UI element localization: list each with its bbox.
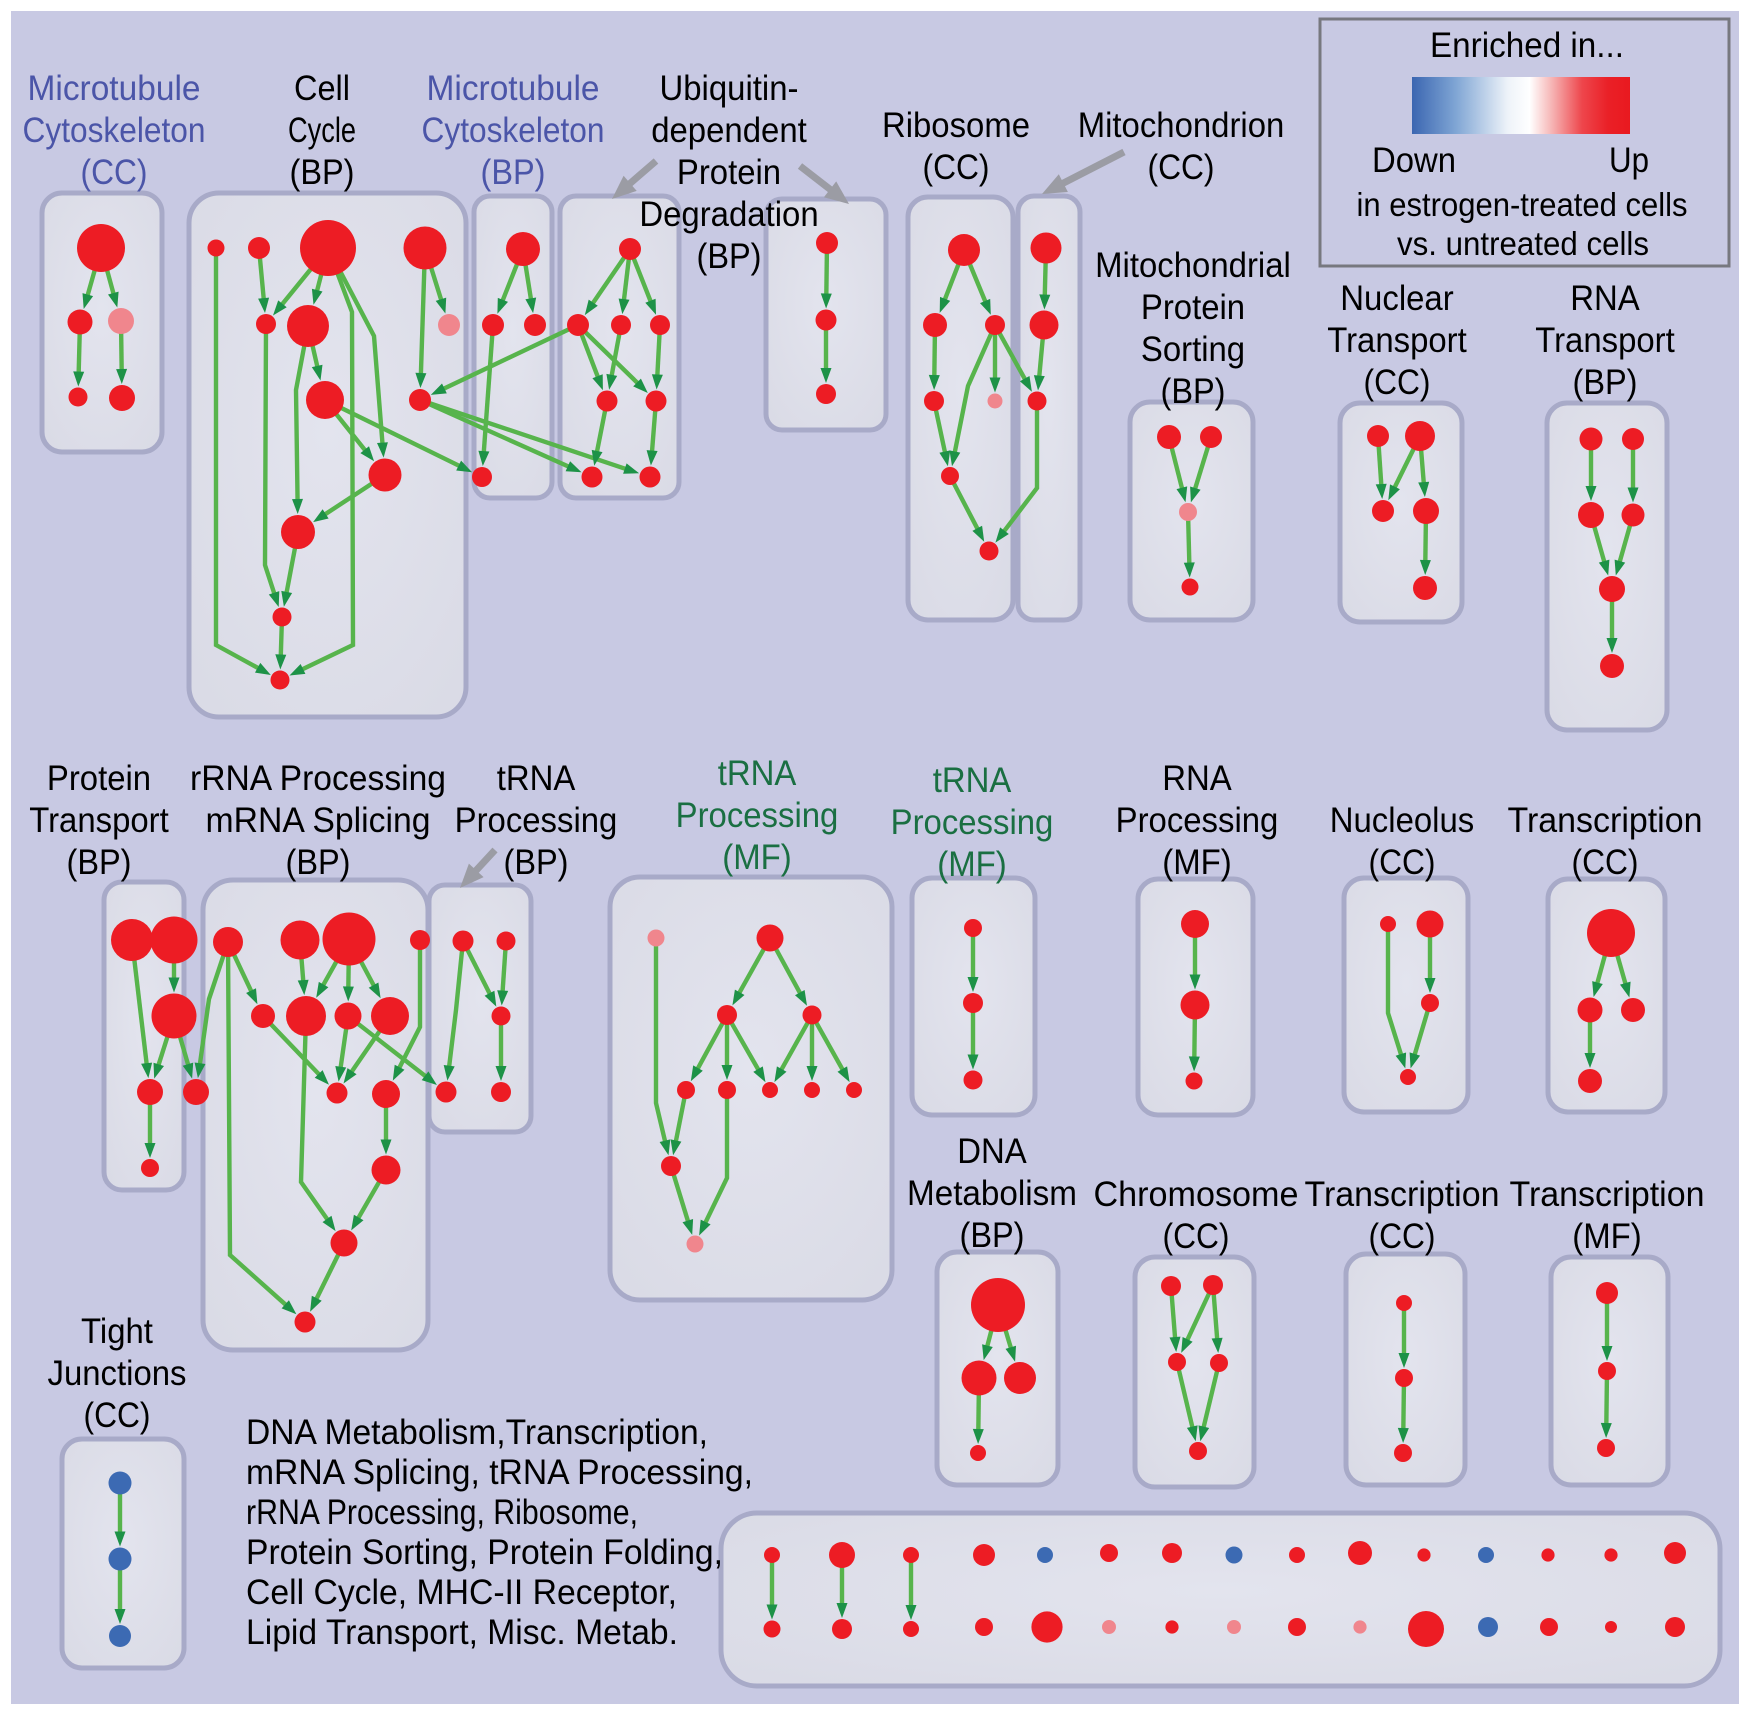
svg-text:(BP): (BP) [67,843,132,882]
svg-text:(BP): (BP) [290,153,355,192]
svg-text:(CC): (CC) [1148,148,1215,187]
svg-text:Enriched in...: Enriched in... [1430,26,1624,65]
svg-text:(BP): (BP) [960,1216,1025,1255]
svg-text:rRNA Processing: rRNA Processing [190,759,446,798]
svg-text:(BP): (BP) [481,153,546,192]
svg-text:Mitochondrial: Mitochondrial [1095,246,1291,285]
svg-text:(CC): (CC) [1369,1217,1436,1256]
svg-text:mRNA Splicing: mRNA Splicing [206,801,431,840]
svg-text:Metabolism: Metabolism [907,1174,1077,1213]
svg-text:Down: Down [1372,141,1456,180]
svg-text:tRNA: tRNA [933,761,1012,800]
svg-text:Lipid Transport, Misc. Metab.: Lipid Transport, Misc. Metab. [246,1613,678,1652]
svg-text:dependent: dependent [651,111,807,150]
svg-text:in estrogen-treated cells: in estrogen-treated cells [1357,186,1688,223]
svg-text:(CC): (CC) [81,153,148,192]
svg-text:Tight: Tight [81,1312,153,1351]
svg-text:Mitochondrion: Mitochondrion [1078,106,1285,145]
svg-text:Cell: Cell [294,69,350,108]
svg-text:Protein Sorting, Protein Foldi: Protein Sorting, Protein Folding, [246,1533,723,1572]
svg-text:Cytoskeleton: Cytoskeleton [23,111,206,150]
svg-text:Microtubule: Microtubule [28,69,201,108]
svg-text:(CC): (CC) [1572,843,1639,882]
svg-text:(CC): (CC) [1364,363,1431,402]
svg-text:(BP): (BP) [504,843,569,882]
svg-text:(BP): (BP) [286,843,351,882]
svg-text:(CC): (CC) [1163,1217,1230,1256]
svg-text:(CC): (CC) [1369,843,1436,882]
svg-text:Protein: Protein [677,153,781,192]
svg-text:(MF): (MF) [1162,843,1232,882]
svg-text:Processing: Processing [676,796,839,835]
svg-text:(MF): (MF) [937,845,1007,884]
svg-text:(BP): (BP) [1161,372,1226,411]
svg-text:Transport: Transport [1327,321,1467,360]
svg-text:Transcription: Transcription [1508,801,1703,840]
svg-text:Protein: Protein [47,759,151,798]
svg-text:Processing: Processing [891,803,1054,842]
svg-text:Transcription: Transcription [1510,1175,1705,1214]
svg-text:(MF): (MF) [722,838,792,877]
svg-text:Transport: Transport [29,801,169,840]
svg-text:DNA: DNA [957,1132,1027,1171]
svg-text:(CC): (CC) [923,148,990,187]
svg-text:Processing: Processing [1116,801,1279,840]
svg-text:Cycle: Cycle [288,111,356,150]
svg-text:Degradation: Degradation [639,195,818,234]
svg-text:Junctions: Junctions [48,1354,187,1393]
svg-text:Nucleolus: Nucleolus [1330,801,1475,840]
svg-text:(MF): (MF) [1572,1217,1642,1256]
svg-text:vs. untreated cells: vs. untreated cells [1397,225,1649,262]
svg-text:(BP): (BP) [697,237,762,276]
svg-text:Cytoskeleton: Cytoskeleton [422,111,605,150]
svg-text:RNA: RNA [1570,279,1640,318]
svg-text:rRNA Processing, Ribosome,: rRNA Processing, Ribosome, [246,1493,638,1532]
svg-text:Ribosome: Ribosome [882,106,1030,145]
svg-text:Microtubule: Microtubule [427,69,600,108]
svg-text:Processing: Processing [455,801,618,840]
svg-text:Cell Cycle, MHC-II Receptor,: Cell Cycle, MHC-II Receptor, [246,1573,677,1612]
svg-text:Transcription: Transcription [1305,1175,1500,1214]
svg-text:Ubiquitin-: Ubiquitin- [660,69,799,108]
svg-text:Transport: Transport [1535,321,1675,360]
svg-text:Nuclear: Nuclear [1340,279,1454,318]
svg-text:Sorting: Sorting [1141,330,1245,369]
svg-text:mRNA Splicing, tRNA Processing: mRNA Splicing, tRNA Processing, [246,1453,753,1492]
svg-text:(BP): (BP) [1573,363,1638,402]
svg-text:(CC): (CC) [84,1396,151,1435]
svg-text:tRNA: tRNA [497,759,576,798]
svg-text:RNA: RNA [1162,759,1232,798]
svg-text:Protein: Protein [1141,288,1245,327]
svg-text:Up: Up [1609,141,1649,180]
svg-text:tRNA: tRNA [718,754,797,793]
svg-text:DNA Metabolism,Transcription,: DNA Metabolism,Transcription, [246,1413,708,1452]
svg-text:Chromosome: Chromosome [1094,1175,1299,1214]
